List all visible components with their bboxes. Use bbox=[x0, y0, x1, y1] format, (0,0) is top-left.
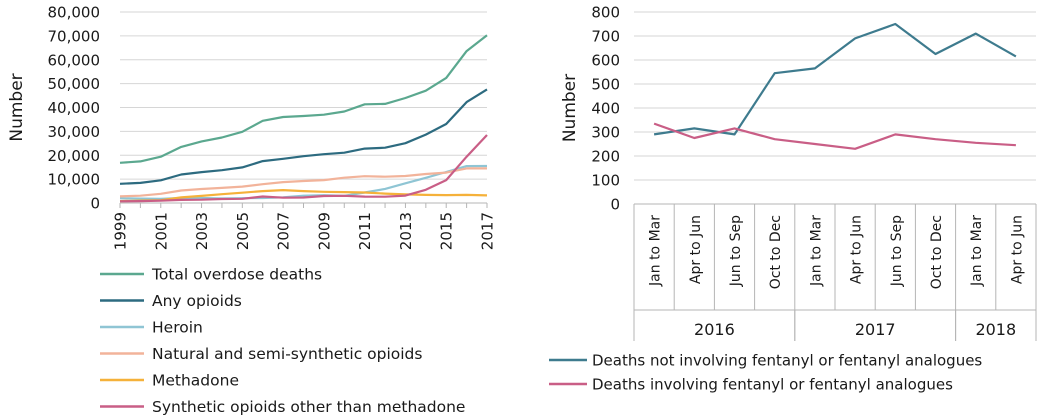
x-tick-label: 2007 bbox=[275, 212, 293, 250]
y-tick-label: 300 bbox=[591, 124, 620, 142]
x-tick-label: Jan to Mar bbox=[648, 215, 664, 287]
y-tick-label: 60,000 bbox=[48, 51, 101, 69]
legend-label: Synthetic opioids other than methadone bbox=[152, 398, 465, 416]
left-chart: 0 10,000 20,000 30,000 40,000 50,000 60,000 70,… bbox=[7, 4, 497, 417]
series-line-1 bbox=[119, 34, 488, 164]
y-axis-label: Number bbox=[560, 74, 580, 142]
y-tick-label: 30,000 bbox=[48, 123, 101, 141]
x-tick-label: 2017 bbox=[479, 212, 497, 250]
x-tick-label: 2005 bbox=[234, 212, 252, 250]
legend-label: Any opioids bbox=[152, 292, 242, 310]
x-tick-label: Apr to Jun bbox=[1009, 215, 1025, 284]
series-line-1 bbox=[653, 22, 1017, 136]
y-tick-label: 50,000 bbox=[48, 75, 101, 93]
x-tick-label: Apr to Jun bbox=[688, 215, 704, 284]
x-tick-label: 2015 bbox=[438, 212, 456, 250]
x-tick-label: 1999 bbox=[112, 212, 130, 250]
legend-label: Methadone bbox=[152, 372, 239, 390]
legend-label: Heroin bbox=[152, 319, 203, 337]
y-tick-label: 0 bbox=[90, 195, 100, 213]
series-line-6 bbox=[119, 134, 488, 203]
x-tick-label: 2003 bbox=[193, 212, 211, 250]
y-tick-label: 0 bbox=[610, 196, 620, 214]
x-tick-label: Apr to Jun bbox=[849, 215, 865, 284]
y-tick-label: 800 bbox=[591, 4, 620, 22]
legend-label: Deaths not involving fentanyl or fentany… bbox=[592, 352, 982, 370]
x-tick-label: 2013 bbox=[397, 212, 415, 250]
legend-label: Natural and semi-synthetic opioids bbox=[152, 345, 422, 363]
y-tick-label: 40,000 bbox=[48, 99, 101, 117]
right-chart: 0 100 200 300 400 500 600 700 800 Number Jan to Ma… bbox=[549, 4, 1037, 394]
series-line-2 bbox=[119, 88, 488, 185]
y-tick-label: 200 bbox=[591, 148, 620, 166]
series-line-2 bbox=[653, 122, 1016, 150]
x-tick-label: Oct to Dec bbox=[768, 215, 784, 289]
series-line-5 bbox=[119, 189, 488, 203]
x-tick-label: Jan to Mar bbox=[969, 215, 985, 287]
y-tick-label: 100 bbox=[591, 172, 620, 190]
series-line-4 bbox=[119, 167, 487, 198]
y-tick-label: 10,000 bbox=[48, 171, 101, 189]
x-tick-label: Jan to Mar bbox=[808, 215, 824, 287]
x-tick-label: 2001 bbox=[152, 212, 170, 250]
y-tick-label: 80,000 bbox=[48, 4, 101, 22]
x-tick-label: Jun to Sep bbox=[889, 215, 905, 287]
x-tick-label: Jun to Sep bbox=[728, 215, 744, 287]
x-tick-label: 2009 bbox=[315, 212, 333, 250]
x-tick-label: 2011 bbox=[356, 212, 374, 250]
x-tick-label: Oct to Dec bbox=[929, 215, 945, 289]
legend-label: Total overdose deaths bbox=[151, 266, 322, 284]
y-axis-label: Number bbox=[7, 73, 27, 141]
year-group-label: 2016 bbox=[694, 320, 735, 339]
legend-label: Deaths involving fentanyl or fentanyl an… bbox=[592, 376, 953, 394]
y-tick-label: 500 bbox=[591, 76, 620, 94]
y-tick-label: 400 bbox=[591, 100, 620, 118]
y-tick-label: 700 bbox=[591, 28, 620, 46]
y-tick-label: 20,000 bbox=[48, 147, 101, 165]
y-tick-label: 70,000 bbox=[48, 27, 101, 45]
year-group-label: 2018 bbox=[975, 320, 1016, 339]
year-group-label: 2017 bbox=[855, 320, 896, 339]
y-tick-label: 600 bbox=[591, 52, 620, 70]
